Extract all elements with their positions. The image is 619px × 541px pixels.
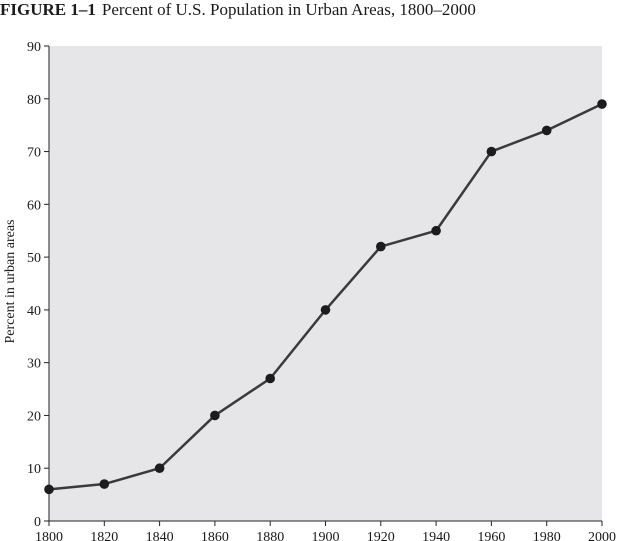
x-tick-label: 1820	[90, 530, 118, 541]
y-tick-label: 30	[27, 357, 41, 372]
x-tick-label: 1960	[477, 530, 505, 541]
data-point	[376, 241, 386, 252]
data-point	[486, 146, 497, 157]
data-point	[154, 463, 165, 474]
data-point	[431, 225, 441, 236]
y-tick-label: 20	[27, 409, 41, 424]
figure-title-text: Percent of U.S. Population in Urban Area…	[101, 0, 476, 19]
data-point	[320, 305, 331, 315]
data-point	[44, 484, 54, 495]
y-tick-label: 80	[27, 93, 41, 108]
x-tick-label: 1940	[422, 530, 450, 541]
x-tick-label: 1980	[533, 530, 561, 541]
x-tick-label: 1900	[312, 530, 340, 541]
y-axis-title: Percent in urban areas	[3, 220, 18, 344]
y-tick-label: 60	[27, 198, 41, 213]
y-tick-label: 10	[27, 462, 41, 477]
data-point	[210, 410, 220, 421]
data-point	[265, 373, 276, 384]
y-tick-label: 50	[27, 251, 41, 266]
data-point	[597, 99, 607, 109]
figure-label: FIGURE 1–1	[0, 0, 96, 19]
data-point	[99, 479, 110, 489]
y-tick-label: 40	[27, 304, 41, 319]
x-tick-label: 1920	[367, 530, 395, 541]
data-point	[541, 125, 552, 136]
plot-area	[49, 46, 602, 521]
y-tick-label: 70	[27, 146, 41, 161]
x-tick-label: 1800	[35, 530, 63, 541]
x-tick-label: 1880	[256, 530, 284, 541]
x-tick-label: 1840	[146, 530, 174, 541]
y-tick-label: 90	[27, 40, 41, 55]
y-tick-label: 0	[34, 515, 41, 530]
figure-title: FIGURE 1–1 Percent of U.S. Population in …	[0, 0, 619, 22]
x-tick-label: 1860	[201, 530, 229, 541]
x-tick-label: 2000	[588, 530, 616, 541]
